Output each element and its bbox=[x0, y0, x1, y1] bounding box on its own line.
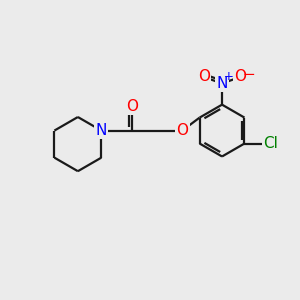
Text: O: O bbox=[126, 99, 138, 114]
Text: O: O bbox=[198, 70, 210, 85]
Text: Cl: Cl bbox=[263, 136, 278, 151]
Text: +: + bbox=[224, 70, 233, 83]
Text: O: O bbox=[176, 123, 188, 138]
Text: O: O bbox=[234, 70, 246, 85]
Text: N: N bbox=[96, 123, 107, 138]
Text: −: − bbox=[243, 67, 256, 82]
Text: N: N bbox=[216, 76, 228, 91]
